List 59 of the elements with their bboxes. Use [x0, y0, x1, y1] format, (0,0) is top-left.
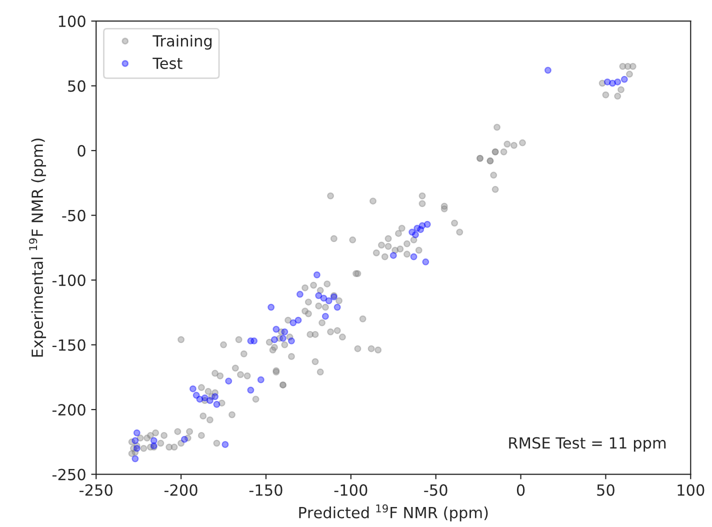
y-axis-title: Experimental $^{19}$F NMR (ppm): [29, 138, 46, 357]
x-tick-label: -200: [164, 484, 198, 496]
point: [272, 326, 280, 333]
point: [290, 319, 297, 326]
point: [296, 290, 304, 298]
x-tick-label: 100: [678, 484, 704, 496]
point: [189, 385, 196, 392]
point: [257, 376, 264, 384]
y-tick-label: -150: [52, 339, 86, 351]
point: [424, 220, 431, 228]
point: [222, 441, 229, 448]
point: [225, 378, 232, 385]
y-tick-label: 50: [68, 80, 86, 92]
point: [250, 337, 258, 344]
point: [322, 312, 329, 320]
point: [313, 271, 320, 278]
point: [614, 78, 622, 86]
point: [288, 337, 295, 344]
y-tick-label: -250: [52, 468, 86, 480]
point: [334, 304, 341, 311]
y-tick-label: 0: [78, 145, 86, 157]
point: [279, 334, 286, 342]
point: [268, 304, 275, 311]
point: [320, 294, 328, 302]
point: [417, 226, 424, 234]
point: [213, 400, 220, 408]
annotation: RMSE Test = 11 ppm: [509, 437, 666, 452]
y-tick-label: 100: [58, 16, 86, 28]
point: [270, 336, 278, 344]
point: [201, 394, 208, 402]
y-tick-label: -100: [52, 274, 86, 286]
legend-label: Training: [152, 34, 212, 50]
point: [410, 253, 418, 260]
point: [206, 396, 214, 404]
x-tick-label: -50: [424, 484, 448, 496]
point: [133, 429, 140, 436]
x-tick-label: -150: [249, 484, 282, 496]
point: [132, 455, 139, 462]
point: [281, 328, 288, 336]
y-tick-label: -200: [52, 404, 86, 416]
point: [315, 292, 322, 300]
point: [180, 436, 188, 443]
point: [212, 393, 219, 400]
x-tick-label: 50: [597, 484, 614, 496]
point: [422, 258, 430, 266]
point: [325, 297, 332, 304]
x-axis-title: Predicted $^{19}$F NMR (ppm): [299, 504, 488, 522]
x-tick-label: -250: [80, 484, 112, 496]
legend-label: Test: [152, 58, 182, 70]
point: [132, 437, 139, 444]
y-tick-label: -50: [62, 210, 86, 222]
point: [133, 444, 140, 452]
point: [247, 386, 254, 394]
x-tick-label: 0: [516, 484, 525, 496]
point: [544, 66, 552, 74]
point: [412, 231, 419, 238]
point: [390, 252, 397, 259]
point: [620, 76, 628, 83]
x-tick-label: -100: [334, 484, 368, 496]
